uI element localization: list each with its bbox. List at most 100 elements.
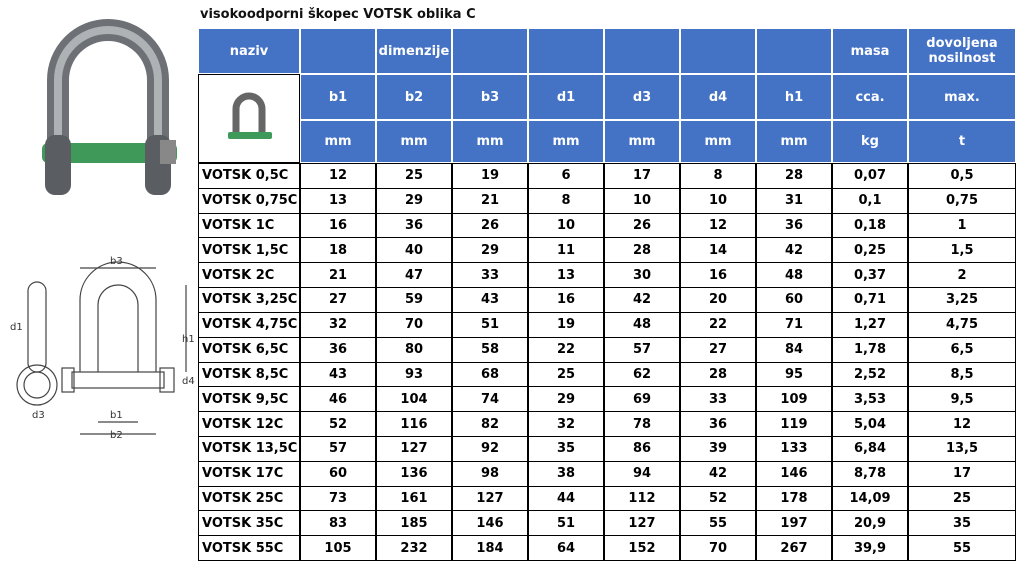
value-cell: 112	[604, 485, 680, 512]
header-cell	[300, 28, 376, 74]
value-cell: 52	[680, 485, 756, 512]
value-cell: 1,5	[908, 237, 1016, 264]
value-cell: 0,1	[832, 187, 908, 214]
value-cell: 22	[528, 336, 604, 363]
unit-header: mm	[452, 120, 528, 163]
value-cell: 73	[300, 485, 376, 512]
value-cell: 13	[528, 262, 604, 289]
name-cell: VOTSK 0,75C	[198, 187, 300, 214]
dimension-label: b3	[110, 256, 123, 267]
symbol-header: max.	[908, 74, 1016, 120]
value-cell: 55	[908, 535, 1016, 561]
value-cell: 26	[452, 212, 528, 239]
value-cell: 62	[604, 361, 680, 388]
value-cell: 21	[300, 262, 376, 289]
value-cell: 19	[452, 163, 528, 189]
name-cell: VOTSK 55C	[198, 535, 300, 561]
value-cell: 105	[300, 535, 376, 561]
name-cell: VOTSK 1,5C	[198, 237, 300, 264]
header-cell	[604, 28, 680, 74]
name-cell: VOTSK 13,5C	[198, 435, 300, 462]
dimension-label: d3	[32, 410, 45, 421]
value-cell: 36	[376, 212, 452, 239]
value-cell: 51	[528, 510, 604, 537]
value-cell: 161	[376, 485, 452, 512]
value-cell: 26	[604, 212, 680, 239]
value-cell: 13	[300, 187, 376, 214]
symbol-header: b3	[452, 74, 528, 120]
name-cell: VOTSK 9,5C	[198, 386, 300, 413]
value-cell: 35	[908, 510, 1016, 537]
name-cell: VOTSK 35C	[198, 510, 300, 537]
value-cell: 136	[376, 460, 452, 487]
value-cell: 17	[604, 163, 680, 189]
value-cell: 14,09	[832, 485, 908, 512]
symbol-header: d3	[604, 74, 680, 120]
value-cell: 8,78	[832, 460, 908, 487]
value-cell: 48	[604, 311, 680, 338]
value-cell: 127	[604, 510, 680, 537]
value-cell: 36	[680, 411, 756, 437]
name-cell: VOTSK 1C	[198, 212, 300, 239]
value-cell: 28	[604, 237, 680, 264]
value-cell: 232	[376, 535, 452, 561]
header-cell	[452, 28, 528, 74]
title: visokoodporni škopec VOTSK oblika C	[200, 7, 476, 22]
value-cell: 95	[756, 361, 832, 388]
value-cell: 78	[604, 411, 680, 437]
value-cell: 109	[756, 386, 832, 413]
value-cell: 55	[680, 510, 756, 537]
value-cell: 12	[908, 411, 1016, 437]
value-cell: 4,75	[908, 311, 1016, 338]
value-cell: 16	[300, 212, 376, 239]
name-cell: VOTSK 2C	[198, 262, 300, 289]
value-cell: 10	[604, 187, 680, 214]
value-cell: 74	[452, 386, 528, 413]
value-cell: 43	[452, 287, 528, 313]
symbol-header: h1	[756, 74, 832, 120]
value-cell: 42	[756, 237, 832, 264]
value-cell: 14	[680, 237, 756, 264]
value-cell: 64	[528, 535, 604, 561]
value-cell: 13,5	[908, 435, 1016, 462]
value-cell: 59	[376, 287, 452, 313]
value-cell: 16	[528, 287, 604, 313]
value-cell: 83	[300, 510, 376, 537]
value-cell: 71	[756, 311, 832, 338]
value-cell: 146	[756, 460, 832, 487]
value-cell: 36	[756, 212, 832, 239]
name-cell: VOTSK 12C	[198, 411, 300, 437]
value-cell: 10	[528, 212, 604, 239]
value-cell: 25	[376, 163, 452, 189]
value-cell: 6	[528, 163, 604, 189]
value-cell: 60	[756, 287, 832, 313]
value-cell: 80	[376, 336, 452, 363]
technical-drawing	[16, 261, 187, 435]
value-cell: 68	[452, 361, 528, 388]
value-cell: 29	[452, 237, 528, 264]
value-cell: 33	[452, 262, 528, 289]
value-cell: 12	[300, 163, 376, 189]
name-cell: VOTSK 6,5C	[198, 336, 300, 363]
value-cell: 184	[452, 535, 528, 561]
value-cell: 1,78	[832, 336, 908, 363]
value-cell: 2,52	[832, 361, 908, 388]
value-cell: 3,25	[908, 287, 1016, 313]
value-cell: 197	[756, 510, 832, 537]
value-cell: 11	[528, 237, 604, 264]
value-cell: 82	[452, 411, 528, 437]
header-cell: masa	[832, 28, 908, 74]
shackle-photo	[42, 19, 177, 195]
value-cell: 38	[528, 460, 604, 487]
value-cell: 70	[680, 535, 756, 561]
value-cell: 20	[680, 287, 756, 313]
unit-header: mm	[756, 120, 832, 163]
value-cell: 30	[604, 262, 680, 289]
value-cell: 25	[528, 361, 604, 388]
header-cell: dimenzije	[376, 28, 452, 74]
value-cell: 29	[528, 386, 604, 413]
value-cell: 0,37	[832, 262, 908, 289]
symbol-header: b1	[300, 74, 376, 120]
value-cell: 116	[376, 411, 452, 437]
